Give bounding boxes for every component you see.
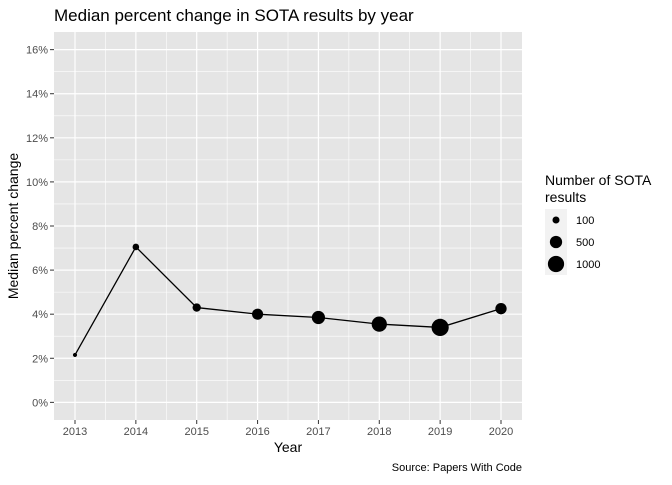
x-tick-label: 2013: [63, 426, 87, 438]
legend-label-500: 500: [576, 237, 594, 249]
legend: Number of SOTA results 100 500 1000: [545, 172, 652, 275]
x-tick-label: 2014: [124, 426, 148, 438]
y-tick-label: 10%: [26, 177, 48, 189]
series-line: [74, 245, 502, 356]
axis-layer: 0% 2% 4% 6% 8% 10% 12% 14% 16% 2013 2014 2015 2016 20…: [26, 45, 513, 438]
data-point-2018: [371, 316, 387, 332]
source-caption: Source: Papers With Code: [392, 462, 522, 474]
legend-label-1000: 1000: [576, 259, 600, 271]
data-point-2020: [495, 303, 507, 315]
y-tick-label: 8%: [32, 221, 48, 233]
legend-key-1000: [547, 255, 565, 273]
x-axis-label: Year: [274, 439, 303, 455]
x-tick-label: 2018: [367, 426, 391, 438]
legend-key-500: [549, 235, 563, 249]
y-tick-label: 0%: [32, 397, 48, 409]
y-tick-label: 6%: [32, 265, 48, 277]
data-point-2014: [132, 243, 140, 251]
x-tick-label: 2015: [184, 426, 208, 438]
y-tick-label: 16%: [26, 45, 48, 57]
x-tick-label: 2019: [428, 426, 452, 438]
chart-title: Median percent change in SOTA results by…: [54, 6, 414, 25]
point-layer: [72, 243, 507, 358]
legend-title-line-1: Number of SOTA: [545, 172, 652, 188]
x-tick-label: 2020: [489, 426, 513, 438]
legend-keys: 100 500 1000: [545, 209, 600, 275]
x-tick-label: 2016: [245, 426, 269, 438]
legend-label-100: 100: [576, 215, 594, 227]
data-point-2016: [252, 308, 264, 320]
data-point-2019: [431, 318, 449, 337]
grid-layer: [54, 32, 522, 420]
data-point-2017: [311, 310, 326, 325]
y-axis-label: Median percent change: [5, 153, 21, 300]
y-tick-label: 4%: [32, 309, 48, 321]
y-tick-label: 2%: [32, 353, 48, 365]
data-point-2015: [192, 303, 201, 312]
data-point-2013: [72, 352, 78, 358]
y-tick-label: 14%: [26, 89, 48, 101]
y-tick-label: 12%: [26, 133, 48, 145]
legend-key-100: [552, 216, 560, 224]
legend-title-line-2: results: [545, 189, 586, 205]
x-tick-label: 2017: [306, 426, 330, 438]
